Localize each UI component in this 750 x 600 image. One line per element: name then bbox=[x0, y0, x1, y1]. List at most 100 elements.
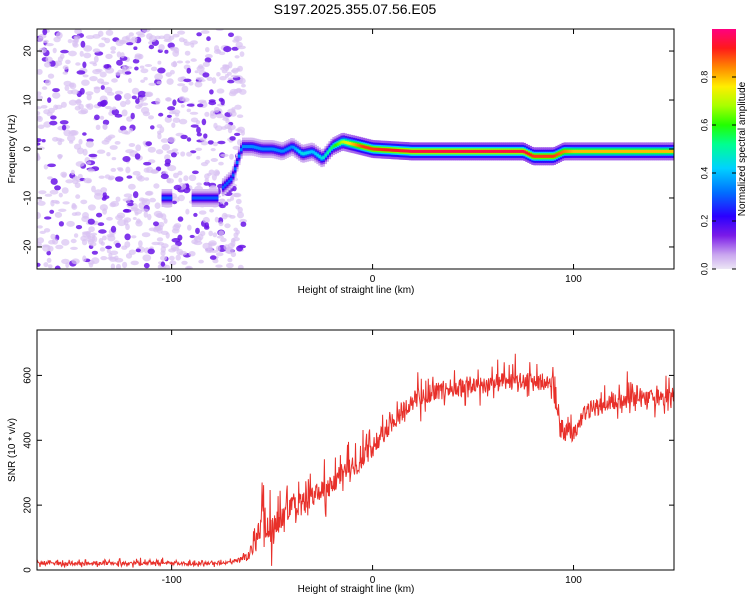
noise-speckle bbox=[114, 257, 124, 263]
noise-speckle bbox=[237, 65, 244, 72]
noise-speckle bbox=[94, 114, 100, 121]
noise-speckle bbox=[185, 60, 191, 64]
noise-speckle bbox=[44, 62, 51, 68]
noise-speckle bbox=[121, 129, 129, 135]
trace-cell bbox=[221, 185, 225, 189]
noise-speckle bbox=[169, 255, 175, 261]
noise-speckle bbox=[230, 240, 236, 247]
trace-cell bbox=[491, 149, 494, 153]
trace-cell bbox=[394, 148, 398, 152]
noise-speckle bbox=[177, 216, 184, 222]
noise-speckle bbox=[241, 83, 246, 88]
noise-speckle bbox=[132, 58, 140, 64]
noise-speckle bbox=[183, 41, 192, 46]
trace-cell bbox=[513, 149, 516, 153]
noise-speckle bbox=[131, 36, 138, 41]
noise-speckle bbox=[138, 202, 146, 210]
trace-cell bbox=[589, 149, 593, 153]
noise-speckle bbox=[135, 248, 141, 253]
noise-speckle bbox=[213, 122, 218, 129]
trace-cell bbox=[312, 150, 315, 154]
noise-speckle bbox=[72, 176, 81, 180]
noise-speckle bbox=[123, 208, 130, 213]
noise-speckle bbox=[92, 48, 101, 53]
noise-speckle bbox=[54, 185, 61, 191]
noise-speckle bbox=[166, 78, 174, 85]
noise-speckle bbox=[215, 264, 223, 268]
noise-speckle bbox=[83, 45, 93, 52]
noise-speckle bbox=[132, 217, 137, 220]
spectrogram-x-label: Height of straight line (km) bbox=[298, 285, 415, 296]
noise-speckle bbox=[215, 245, 221, 252]
noise-speckle bbox=[89, 242, 97, 247]
noise-speckle bbox=[156, 213, 164, 219]
trace-cell bbox=[521, 149, 524, 153]
trace-cell bbox=[501, 149, 504, 153]
noise-speckle bbox=[98, 42, 106, 48]
trace-cell bbox=[668, 149, 671, 153]
noise-speckle bbox=[61, 258, 70, 264]
noise-speckle bbox=[191, 239, 199, 245]
noise-speckle bbox=[105, 53, 113, 60]
noise-speckle bbox=[163, 33, 171, 41]
noise-speckle bbox=[177, 170, 183, 176]
trace-cell bbox=[475, 149, 478, 153]
noise-speckle bbox=[166, 178, 174, 184]
trace-cell bbox=[567, 149, 571, 153]
trace-cell bbox=[591, 149, 595, 153]
noise-speckle bbox=[128, 143, 136, 147]
noise-speckle bbox=[121, 65, 127, 73]
noise-speckle bbox=[125, 99, 131, 105]
trace-cell bbox=[465, 149, 468, 153]
trace-cell bbox=[282, 149, 285, 153]
noise-speckle bbox=[88, 153, 98, 158]
trace-cell bbox=[264, 147, 267, 151]
snr-y-ticks: 0 200 400 600 bbox=[23, 367, 674, 573]
noise-speckle bbox=[125, 166, 131, 174]
trace-cell bbox=[163, 196, 167, 200]
noise-speckle bbox=[78, 138, 83, 145]
trace-cell bbox=[274, 148, 277, 152]
noise-speckle bbox=[171, 228, 180, 234]
trace-cell bbox=[169, 196, 173, 200]
trace-cell bbox=[619, 149, 623, 153]
noise-speckle bbox=[127, 183, 136, 190]
noise-speckle bbox=[202, 72, 210, 78]
noise-speckle bbox=[165, 264, 171, 269]
noise-speckle bbox=[91, 185, 96, 193]
noise-speckle bbox=[192, 170, 199, 175]
noise-speckle bbox=[196, 132, 202, 137]
noise-speckle bbox=[63, 129, 71, 137]
trace-cell bbox=[278, 149, 281, 153]
noise-speckle bbox=[145, 92, 153, 97]
trace-cell bbox=[372, 147, 376, 151]
noise-speckle bbox=[170, 61, 178, 67]
noise-speckle bbox=[160, 266, 166, 269]
noise-speckle bbox=[124, 233, 131, 241]
trace-cell bbox=[627, 149, 631, 153]
trace-cell bbox=[328, 148, 332, 152]
noise-speckle bbox=[219, 76, 227, 81]
trace-cell bbox=[350, 142, 354, 146]
noise-speckle bbox=[231, 183, 238, 187]
noise-speckle bbox=[213, 49, 222, 55]
trace-cell bbox=[459, 149, 462, 153]
noise-speckle bbox=[194, 70, 199, 74]
trace-cell bbox=[493, 149, 496, 153]
noise-speckle bbox=[198, 210, 207, 215]
noise-speckle bbox=[210, 158, 218, 162]
trace-cell bbox=[334, 143, 338, 147]
trace-cell bbox=[374, 147, 378, 151]
trace-cell bbox=[223, 183, 227, 187]
noise-speckle bbox=[112, 106, 117, 111]
noise-speckle bbox=[190, 42, 195, 48]
trace-cell bbox=[631, 149, 635, 153]
noise-speckle bbox=[227, 127, 233, 134]
trace-cell bbox=[611, 149, 615, 153]
trace-cell bbox=[380, 148, 384, 152]
trace-cell bbox=[623, 149, 627, 153]
trace-cell bbox=[583, 149, 587, 153]
noise-speckle bbox=[231, 46, 239, 51]
noise-speckle bbox=[203, 133, 208, 139]
noise-speckle bbox=[222, 64, 228, 68]
